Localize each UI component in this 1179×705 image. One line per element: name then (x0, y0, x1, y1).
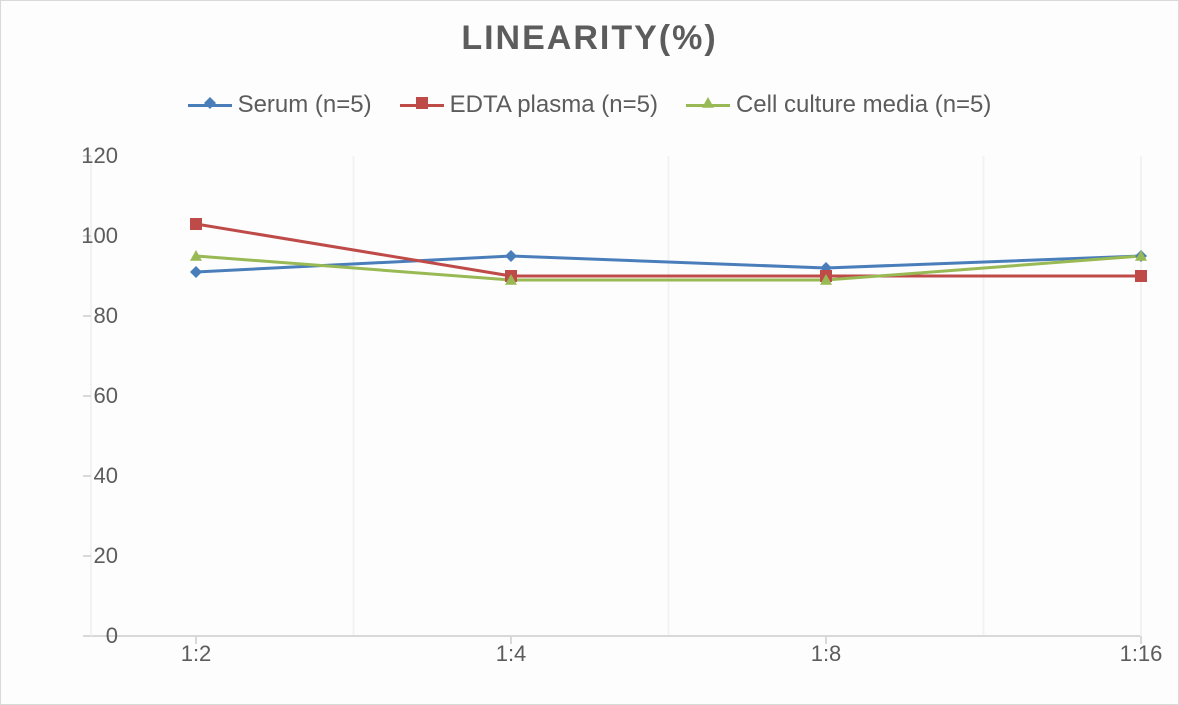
plot-area (91, 156, 1141, 636)
legend-swatch (400, 95, 444, 115)
y-tick-label: 60 (58, 383, 118, 409)
y-tick-label: 100 (58, 223, 118, 249)
y-tick-label: 0 (58, 623, 118, 649)
legend-label: Cell culture media (n=5) (736, 91, 991, 119)
y-tick-label: 20 (58, 543, 118, 569)
legend-item: Serum (n=5) (188, 91, 372, 119)
legend-item: EDTA plasma (n=5) (400, 91, 658, 119)
legend-label: Serum (n=5) (238, 91, 372, 119)
plot-svg (91, 156, 1141, 636)
x-tick-label: 1:4 (496, 641, 527, 667)
x-tick-label: 1:2 (181, 641, 212, 667)
y-tick-label: 120 (58, 143, 118, 169)
legend-swatch (188, 95, 232, 115)
y-tick-label: 40 (58, 463, 118, 489)
x-tick-label: 1:16 (1120, 641, 1163, 667)
linearity-chart: LINEARITY(%) Serum (n=5) EDTA plasma (n=5… (0, 0, 1179, 705)
y-tick-label: 80 (58, 303, 118, 329)
legend-label: EDTA plasma (n=5) (450, 91, 658, 119)
x-tick-label: 1:8 (811, 641, 842, 667)
legend-swatch (686, 95, 730, 115)
chart-legend: Serum (n=5) EDTA plasma (n=5) Cell culture… (1, 91, 1178, 120)
chart-title: LINEARITY(%) (1, 19, 1178, 58)
legend-item: Cell culture media (n=5) (686, 91, 991, 119)
